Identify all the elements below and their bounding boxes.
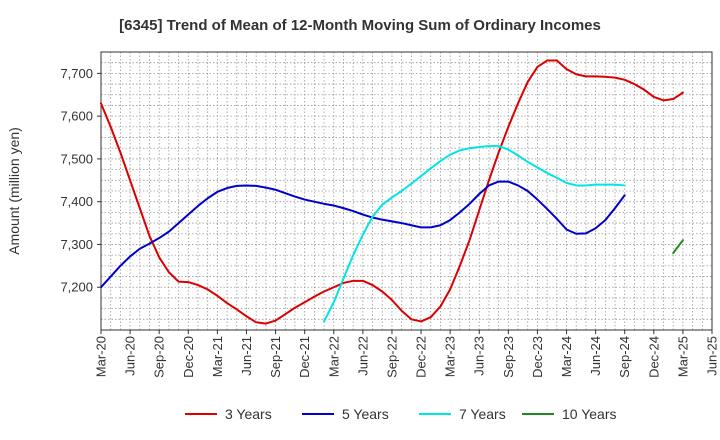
y-tick-label: 7,500 [60, 151, 93, 166]
x-tick-label: Jun-20 [123, 336, 138, 376]
plot-area-frame [100, 51, 713, 331]
x-tick-label: Jun-24 [588, 336, 603, 376]
x-tick-label: Mar-23 [443, 336, 458, 377]
x-tick-label: Mar-24 [559, 336, 574, 377]
x-tick-label: Sep-22 [384, 336, 399, 378]
series-line-5-years [100, 180, 626, 289]
x-tick-label: Jun-21 [239, 336, 254, 376]
x-tick-label: Mar-21 [210, 336, 225, 377]
series-line-7-years [323, 145, 626, 323]
legend-label-7-years: 7 Years [459, 406, 506, 422]
x-tick-label: Mar-22 [326, 336, 341, 377]
x-tick-label: Dec-22 [414, 336, 429, 378]
y-tick-label: 7,300 [60, 237, 93, 252]
x-tick-label: Jun-22 [355, 336, 370, 376]
x-tick-label: Dec-24 [646, 336, 661, 378]
y-tick-label: 7,400 [60, 194, 93, 209]
x-tick-label: Sep-23 [501, 336, 516, 378]
x-tick-label: Jun-25 [705, 336, 720, 376]
legend-label-3-years: 3 Years [225, 406, 272, 422]
y-tick-label: 7,200 [60, 280, 93, 295]
y-tick-label: 7,700 [60, 66, 93, 81]
x-tick-label: Sep-21 [268, 336, 283, 378]
x-tick-label: Dec-23 [530, 336, 545, 378]
x-tick-label: Dec-21 [297, 336, 312, 378]
y-axis-label: Amount (million yen) [6, 127, 22, 255]
legend: 3 Years 5 Years 7 Years 10 Years [185, 406, 617, 422]
legend-label-10-years: 10 Years [562, 406, 617, 422]
x-axis-ticks: Mar-20 Jun-20 Sep-20 Dec-20 Mar-21 Jun-21 Sep-… [94, 330, 720, 378]
x-tick-label: Sep-20 [152, 336, 167, 378]
legend-label-5-years: 5 Years [342, 406, 389, 422]
x-tick-label: Sep-24 [617, 336, 632, 378]
grid [100, 51, 713, 331]
x-tick-label: Mar-25 [675, 336, 690, 377]
series-line-3-years [100, 59, 684, 325]
x-tick-label: Jun-23 [472, 336, 487, 376]
y-axis-ticks: 7,200 7,300 7,400 7,500 7,600 7,700 [60, 66, 101, 295]
x-tick-label: Dec-20 [181, 336, 196, 378]
series-layer [100, 59, 684, 325]
chart-title: [6345] Trend of Mean of 12-Month Moving … [119, 17, 601, 34]
y-tick-label: 7,600 [60, 109, 93, 124]
series-line-10-years [672, 239, 684, 255]
x-tick-label: Mar-20 [94, 336, 109, 377]
